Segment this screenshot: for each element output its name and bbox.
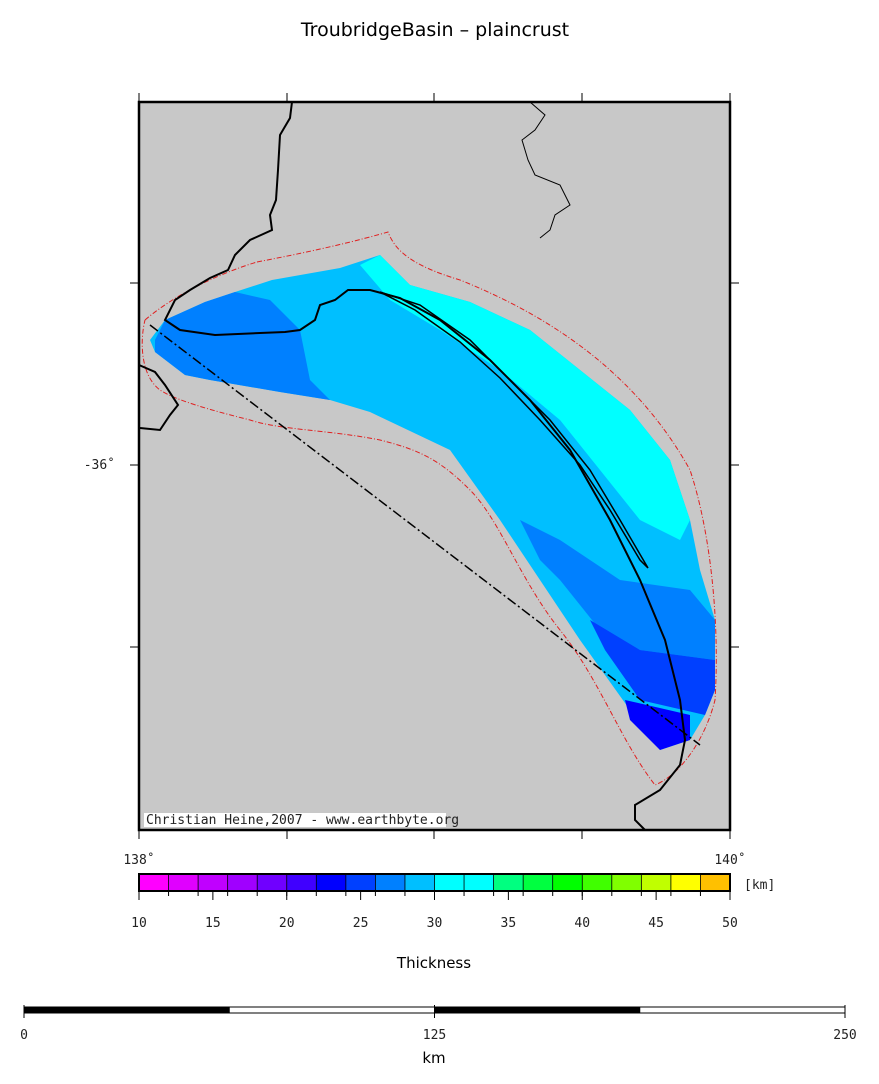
colorbar-tick-label: 15 bbox=[205, 916, 221, 931]
colorbar-tick-label: 35 bbox=[501, 916, 517, 931]
colorbar-swatch bbox=[434, 874, 465, 891]
colorbar-label: Thickness bbox=[396, 954, 471, 972]
colorbar-swatch bbox=[257, 874, 288, 891]
credit-box bbox=[144, 813, 446, 827]
basin-region bbox=[360, 255, 690, 540]
title: TroubridgeBasin – plaincrust bbox=[300, 19, 569, 41]
basin-region bbox=[155, 292, 330, 400]
scalebar-unit: km bbox=[422, 1049, 445, 1067]
colorbar-tick-label: 40 bbox=[574, 916, 590, 931]
colorbar-swatch bbox=[700, 874, 731, 891]
colorbar-swatch bbox=[227, 874, 258, 891]
coastline bbox=[379, 291, 649, 569]
colorbar-swatch bbox=[316, 874, 347, 891]
colorbar-swatch bbox=[139, 874, 170, 891]
colorbar-tick-label: 20 bbox=[279, 916, 295, 931]
scalebar-segment bbox=[228, 1006, 435, 1014]
colorbar-swatch bbox=[523, 874, 554, 891]
colorbar-swatch bbox=[552, 874, 583, 891]
scalebar-segment bbox=[434, 1006, 641, 1014]
colorbar-swatch bbox=[345, 874, 376, 891]
credit: Christian Heine,2007 - www.earthbyte.org bbox=[146, 813, 459, 828]
colorbar-swatch bbox=[464, 874, 495, 891]
colorbar-swatch bbox=[404, 874, 435, 891]
scalebar: 0 125 250 bbox=[20, 1005, 857, 1043]
section-line bbox=[149, 324, 701, 746]
colorbar-swatch bbox=[641, 874, 672, 891]
colorbar-swatch bbox=[168, 874, 199, 891]
colorbar-swatch bbox=[493, 874, 524, 891]
scalebar-segment bbox=[639, 1006, 846, 1014]
map: Christian Heine,2007 - www.earthbyte.org… bbox=[84, 93, 746, 868]
colorbar-swatch bbox=[375, 874, 406, 891]
river bbox=[521, 101, 571, 239]
scalebar-tick-label: 250 bbox=[833, 1028, 856, 1043]
colorbar-tick-label: 45 bbox=[648, 916, 664, 931]
scalebar-segment bbox=[23, 1006, 230, 1014]
basin-outline bbox=[141, 231, 717, 786]
colorbar-tick-label: 10 bbox=[131, 916, 147, 931]
lon-label: 138˚ bbox=[123, 852, 154, 868]
colorbar-swatch bbox=[611, 874, 642, 891]
colorbar-swatch bbox=[670, 874, 701, 891]
colorbar-swatch bbox=[582, 874, 613, 891]
basin-region bbox=[520, 520, 715, 660]
scalebar-tick-label: 0 bbox=[20, 1028, 28, 1043]
colorbar-unit: [km] bbox=[744, 878, 775, 893]
colorbar-swatch bbox=[286, 874, 317, 891]
coastline bbox=[163, 101, 687, 831]
colorbar: 10 15 20 25 30 35 40 45 50 bbox=[131, 873, 738, 931]
basin-region bbox=[625, 700, 690, 750]
scalebar-tick-label: 125 bbox=[423, 1028, 446, 1043]
colorbar-tick-label: 25 bbox=[353, 916, 369, 931]
lon-label: 140˚ bbox=[714, 852, 745, 868]
colorbar-swatch bbox=[198, 874, 229, 891]
coastline bbox=[138, 364, 180, 432]
colorbar-tick-label: 50 bbox=[722, 916, 738, 931]
frame-ticks bbox=[130, 93, 739, 839]
colorbar-tick-label: 30 bbox=[427, 916, 443, 931]
basin-region bbox=[590, 620, 715, 715]
lat-label: -36˚ bbox=[84, 457, 115, 473]
